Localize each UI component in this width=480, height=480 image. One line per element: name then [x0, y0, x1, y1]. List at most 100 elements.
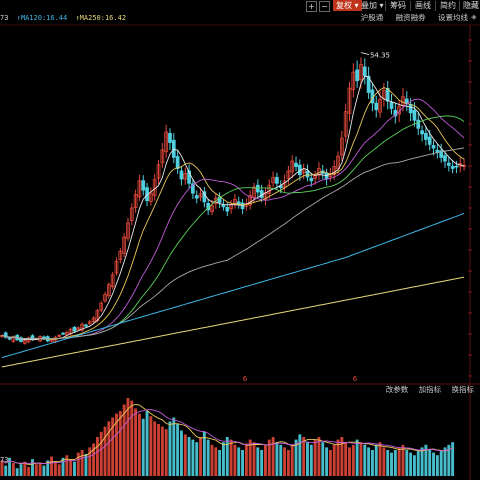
volume-bar: [65, 455, 69, 476]
volume-bar: [42, 465, 46, 476]
volume-bar: [325, 447, 329, 476]
volume-bar: [382, 447, 386, 476]
add-indicator-button[interactable]: 加指标: [418, 385, 442, 394]
candle-body: [294, 162, 298, 168]
volume-bar: [172, 417, 176, 476]
volume-bar: [340, 437, 344, 476]
volume-bar: [4, 465, 8, 476]
settings-icon[interactable]: ◈: [471, 13, 477, 21]
volume-bar: [279, 444, 283, 476]
hgt-link[interactable]: 沪股通: [360, 13, 384, 22]
candle-body: [443, 155, 447, 162]
candle-body: [175, 156, 180, 169]
top-toolbar: + − 复权 ▾ 叠加 ▾ 筹码 画线 简约 隐藏: [0, 0, 480, 12]
candle-body: [271, 177, 275, 184]
hide-button[interactable]: 隐藏: [463, 1, 479, 10]
volume-bar: [46, 460, 50, 476]
volume-bar: [221, 442, 225, 476]
volume-bar: [38, 463, 42, 476]
candle-body: [382, 90, 386, 99]
restore-button[interactable]: 复权 ▾: [333, 0, 362, 11]
candle-body: [61, 332, 65, 335]
volume-bar: [111, 417, 115, 476]
ma250-legend: ↑MA250:16.42: [75, 14, 127, 22]
volume-bar: [328, 450, 332, 476]
candle-body: [164, 131, 169, 153]
candle-body: [290, 160, 295, 173]
candle-body: [450, 166, 455, 169]
candle-body: [168, 132, 172, 143]
high-price-label: 54.35: [370, 52, 390, 60]
volume-bar: [370, 450, 374, 476]
ma60-line: [1, 147, 465, 340]
volume-bar: [302, 437, 306, 476]
volume-bar: [15, 468, 19, 476]
event-marker: 6: [243, 375, 248, 383]
volume-bar: [363, 444, 367, 476]
candle-body: [64, 331, 69, 336]
candle-body: [76, 327, 81, 331]
candle-body: [439, 150, 444, 158]
volume-bar: [103, 426, 107, 476]
candle-body: [332, 166, 337, 176]
chip-button[interactable]: 筹码: [390, 1, 406, 10]
volume-bar: [218, 450, 222, 476]
volume-bar: [409, 452, 413, 476]
candle-body: [171, 139, 176, 158]
volume-bar: [69, 459, 73, 476]
volume-bar: [233, 444, 237, 476]
candle-body: [424, 132, 428, 140]
simple-mode-button[interactable]: 简约: [440, 1, 456, 10]
volume-bar: [76, 452, 80, 476]
candle-body: [408, 103, 413, 114]
volume-bar: [367, 447, 371, 476]
volume-bar: [176, 424, 180, 476]
change-params-button[interactable]: 改参数: [385, 385, 409, 394]
candle-body: [191, 183, 195, 194]
volume-bar: [321, 442, 325, 476]
volume-bar: [145, 411, 149, 476]
zoom-in-button[interactable]: +: [306, 1, 317, 12]
candle-body: [19, 337, 23, 342]
candle-body: [225, 206, 230, 212]
high-pointer: [360, 52, 370, 55]
volume-legend: 73: [0, 456, 9, 464]
volume-bar: [149, 416, 153, 476]
candle-body: [84, 324, 88, 327]
candle-body: [99, 302, 104, 311]
volume-bar: [99, 431, 103, 476]
candle-body: [103, 294, 107, 302]
volume-toolbar: 改参数 加指标 换指标: [378, 385, 474, 395]
zoom-out-button[interactable]: −: [319, 1, 330, 12]
volume-bar: [241, 450, 245, 476]
draw-line-button[interactable]: 画线: [415, 1, 431, 10]
volume-bar: [183, 434, 187, 476]
candle-body: [446, 162, 451, 166]
candle-body: [137, 180, 142, 198]
margin-link[interactable]: 融资融券: [395, 13, 426, 22]
volume-bar: [88, 447, 92, 476]
volume-bar: [439, 450, 443, 476]
volume-bar: [115, 413, 118, 476]
ma-settings-link[interactable]: 设置均线: [438, 13, 468, 22]
volume-bar: [80, 450, 84, 476]
volume-bar: [11, 463, 15, 476]
toolbar-divider: [410, 1, 411, 11]
volume-bar: [27, 466, 31, 476]
candle-body: [217, 196, 222, 203]
switch-indicator-button[interactable]: 换指标: [451, 385, 475, 394]
volume-bar: [237, 447, 241, 476]
candle-body: [179, 170, 184, 180]
volume-bar: [164, 429, 168, 476]
ma10-line: [1, 87, 465, 340]
volume-bar: [95, 437, 99, 476]
ma-legend-prefix: 73: [0, 14, 9, 22]
candle-body: [286, 170, 291, 179]
volume-bar: [134, 408, 138, 476]
volume-bar: [61, 457, 65, 476]
overlay-button[interactable]: 叠加 ▾: [361, 0, 384, 11]
candle-body: [156, 164, 161, 179]
ma5-line: [1, 75, 465, 341]
volume-bar: [157, 424, 160, 476]
